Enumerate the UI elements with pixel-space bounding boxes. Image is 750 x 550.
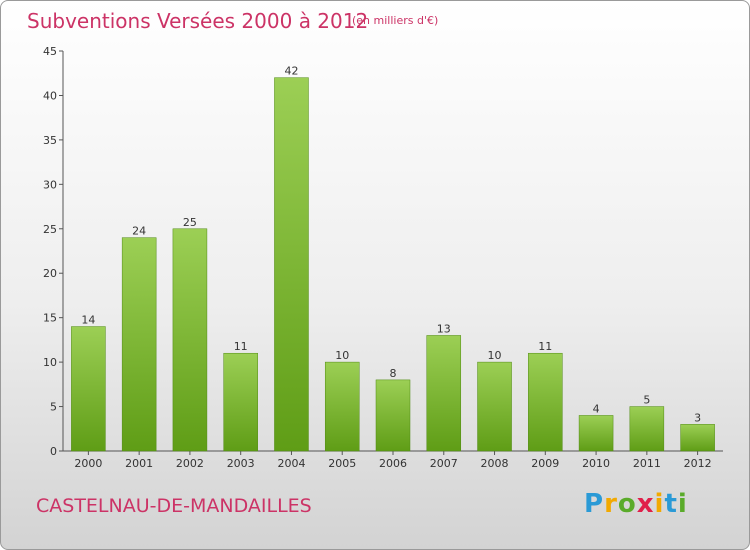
bars: 14 24 25 11 42 10 8 13 10 11 4 5 3 [71, 65, 715, 452]
x-tick-label-2010: 2010 [582, 457, 610, 470]
data-label-2004: 42 [284, 65, 298, 78]
y-tick-label: 5 [50, 401, 57, 414]
chart-title: Subventions Versées 2000 à 2012 [27, 9, 369, 33]
y-tick-label: 30 [43, 178, 57, 191]
data-label-2010: 4 [593, 402, 600, 415]
data-label-2002: 25 [183, 216, 197, 229]
bar-2002 [172, 228, 208, 452]
y-tick-label: 20 [43, 267, 57, 280]
data-label-2001: 24 [132, 225, 146, 238]
data-label-2009: 11 [538, 340, 552, 353]
data-label-2012: 3 [694, 411, 701, 424]
x-tick-label-2008: 2008 [481, 457, 509, 470]
logo-letter: i [677, 489, 688, 519]
y-tick-label: 15 [43, 312, 57, 325]
logo-letter: P [584, 489, 605, 519]
y-tick-label: 10 [43, 356, 57, 369]
data-label-2000: 14 [81, 314, 95, 327]
logo-letter: i [654, 489, 665, 519]
x-tick-label-2011: 2011 [633, 457, 661, 470]
x-tick-label-2009: 2009 [531, 457, 559, 470]
data-label-2005: 10 [335, 349, 349, 362]
x-tick-label-2000: 2000 [74, 457, 102, 470]
x-tick-label-2001: 2001 [125, 457, 153, 470]
y-tick-label: 25 [43, 223, 57, 236]
logo-letter: x [636, 489, 655, 519]
x-tick-label-2006: 2006 [379, 457, 407, 470]
bar-2004 [274, 77, 309, 452]
bar-2011 [629, 406, 665, 452]
data-label-2007: 13 [437, 322, 451, 335]
bar-2006 [375, 379, 411, 452]
x-tick-label-2005: 2005 [328, 457, 356, 470]
data-label-2011: 5 [643, 394, 650, 407]
y-tick-label: 35 [43, 134, 57, 147]
bar-2009 [528, 352, 563, 452]
x-tick-label-2012: 2012 [684, 457, 712, 470]
bar-2005 [324, 361, 360, 452]
chart-subtitle: (en milliers d'€) [352, 14, 439, 27]
y-tick-label: 0 [50, 445, 57, 458]
logo-letter: t [664, 489, 678, 519]
bar-2008 [477, 361, 512, 452]
x-tick-label-2003: 2003 [227, 457, 255, 470]
x-tick-label-2007: 2007 [430, 457, 458, 470]
logo-letter: o [617, 489, 637, 519]
x-tick-label-2002: 2002 [176, 457, 204, 470]
bar-2003 [223, 352, 258, 452]
y-tick-label: 45 [43, 45, 57, 58]
logo-letter: r [604, 489, 618, 519]
commune-name: CASTELNAU-DE-MANDAILLES [36, 495, 312, 517]
data-label-2008: 10 [488, 349, 502, 362]
bar-2010 [578, 415, 614, 452]
proxiti-logo: Proxiti [584, 489, 688, 519]
bar-2007 [426, 335, 462, 452]
data-label-2006: 8 [390, 367, 397, 380]
data-label-2003: 11 [234, 340, 248, 353]
x-tick-label-2004: 2004 [277, 457, 305, 470]
bar-2001 [121, 237, 157, 452]
bar-2000 [71, 326, 106, 452]
y-tick-label: 40 [43, 89, 57, 102]
bar-2012 [680, 424, 715, 452]
